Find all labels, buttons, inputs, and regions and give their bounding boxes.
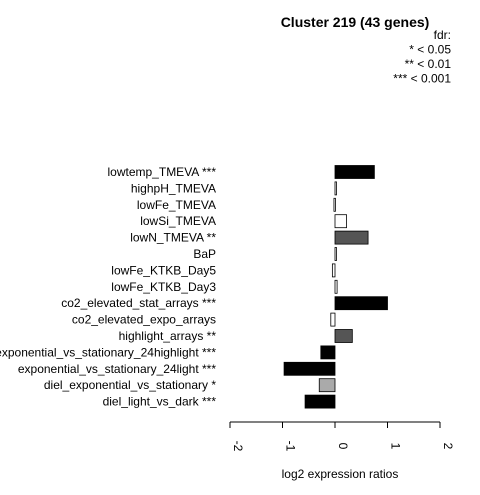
bar bbox=[320, 345, 336, 360]
bar bbox=[334, 214, 347, 229]
bar bbox=[330, 312, 336, 327]
category-label: lowtemp_TMEVA *** bbox=[108, 165, 217, 179]
x-tick-label: 1 bbox=[389, 443, 403, 450]
x-tick-label: -1 bbox=[284, 441, 298, 452]
legend-line: *** < 0.001 bbox=[393, 72, 451, 86]
bar bbox=[334, 329, 353, 343]
x-axis-label: log2 expression ratios bbox=[282, 467, 399, 481]
category-label: exponential_vs_stationary_24highlight **… bbox=[0, 345, 216, 359]
category-label: co2_elevated_stat_arrays *** bbox=[61, 296, 216, 310]
category-label: co2_elevated_expo_arrays bbox=[72, 313, 216, 327]
bar bbox=[304, 394, 336, 409]
bar bbox=[334, 230, 369, 245]
x-axis: -2 -1 0 1 2 bbox=[229, 421, 455, 452]
chart-title: Cluster 219 (43 genes) bbox=[281, 14, 430, 30]
bar bbox=[334, 296, 388, 311]
category-label: diel_light_vs_dark *** bbox=[103, 395, 217, 409]
category-label: lowN_TMEVA ** bbox=[130, 231, 216, 245]
category-labels: lowtemp_TMEVA *** highpH_TMEVA lowFe_TMEVA… bbox=[0, 165, 216, 409]
bar bbox=[334, 181, 337, 196]
category-label: lowFe_TMEVA bbox=[137, 198, 216, 212]
bar bbox=[334, 165, 375, 179]
bar bbox=[318, 378, 336, 393]
legend-line: fdr: bbox=[434, 28, 451, 42]
legend-line: ** < 0.01 bbox=[405, 57, 452, 71]
bar bbox=[331, 263, 336, 278]
category-label: lowFe_KTKB_Day5 bbox=[111, 263, 216, 277]
category-label: highpH_TMEVA bbox=[131, 181, 216, 195]
legend-line: * < 0.05 bbox=[409, 43, 451, 57]
category-label: lowFe_KTKB_Day3 bbox=[111, 280, 216, 294]
bar bbox=[283, 361, 336, 376]
category-label: highlight_arrays ** bbox=[119, 329, 217, 343]
bar bbox=[333, 197, 336, 212]
category-label: lowSi_TMEVA bbox=[140, 214, 216, 228]
x-tick-label: -2 bbox=[231, 441, 245, 452]
category-label: exponential_vs_stationary_24light *** bbox=[18, 362, 216, 376]
bar bbox=[334, 247, 337, 261]
bar bbox=[334, 279, 338, 294]
category-label: BaP bbox=[193, 247, 216, 261]
bars-group bbox=[283, 165, 388, 409]
x-tick-label: 2 bbox=[441, 443, 455, 450]
category-label: diel_exponential_vs_stationary * bbox=[44, 378, 216, 392]
fdr-legend: fdr:* < 0.05** < 0.01*** < 0.001 bbox=[393, 28, 451, 86]
x-tick-label: 0 bbox=[336, 443, 350, 450]
